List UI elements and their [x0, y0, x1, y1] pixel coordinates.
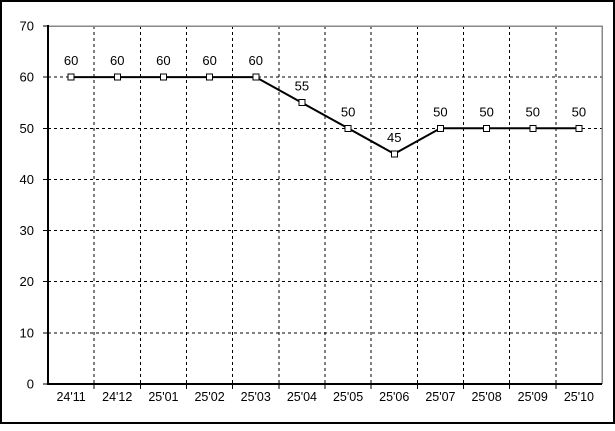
x-tick-label: 25'03: [241, 390, 271, 404]
x-tick-label: 24'11: [56, 390, 85, 404]
y-tick-label: 40: [20, 172, 34, 187]
y-tick-label: 60: [20, 70, 34, 85]
data-label: 60: [64, 53, 78, 68]
data-label: 50: [526, 104, 540, 119]
data-label: 60: [110, 53, 124, 68]
y-tick-label: 70: [20, 19, 34, 34]
data-point-marker: [67, 73, 75, 81]
x-tick-label: 25'05: [333, 390, 363, 404]
x-tick-label: 25'01: [148, 390, 178, 404]
data-point-marker: [529, 124, 537, 132]
y-tick-label: 50: [20, 121, 34, 136]
data-point-marker: [483, 124, 491, 132]
data-label: 50: [341, 104, 355, 119]
data-point-marker: [390, 150, 398, 158]
data-point-marker: [252, 73, 260, 81]
x-tick-label: 25'02: [194, 390, 224, 404]
data-point-marker: [298, 99, 306, 107]
y-tick-label: 10: [20, 325, 34, 340]
x-tick-label: 25'06: [379, 390, 409, 404]
y-tick-label: 30: [20, 223, 34, 238]
data-label: 60: [249, 53, 263, 68]
series-line: [71, 76, 579, 156]
data-point-marker: [344, 124, 352, 132]
data-point-marker: [436, 124, 444, 132]
data-label: 50: [572, 104, 586, 119]
data-point-marker: [575, 124, 583, 132]
y-tick-label: 0: [27, 377, 34, 392]
x-tick-label: 25'04: [287, 390, 317, 404]
x-tick-label: 25'08: [471, 390, 501, 404]
x-tick-label: 24'12: [102, 390, 132, 404]
data-label: 60: [156, 53, 170, 68]
data-label: 55: [295, 79, 309, 94]
data-point-marker: [159, 73, 167, 81]
data-label: 50: [433, 104, 447, 119]
x-tick-label: 25'09: [518, 390, 548, 404]
data-point-marker: [113, 73, 121, 81]
plot-border: [48, 25, 603, 384]
data-label: 45: [387, 130, 401, 145]
axis-lines: [47, 25, 602, 385]
data-label: 50: [479, 104, 493, 119]
y-tick-label: 20: [20, 274, 34, 289]
x-tick-label: 25'10: [564, 390, 594, 404]
x-tick-label: 25'07: [425, 390, 455, 404]
data-point-marker: [206, 73, 214, 81]
data-label: 60: [202, 53, 216, 68]
